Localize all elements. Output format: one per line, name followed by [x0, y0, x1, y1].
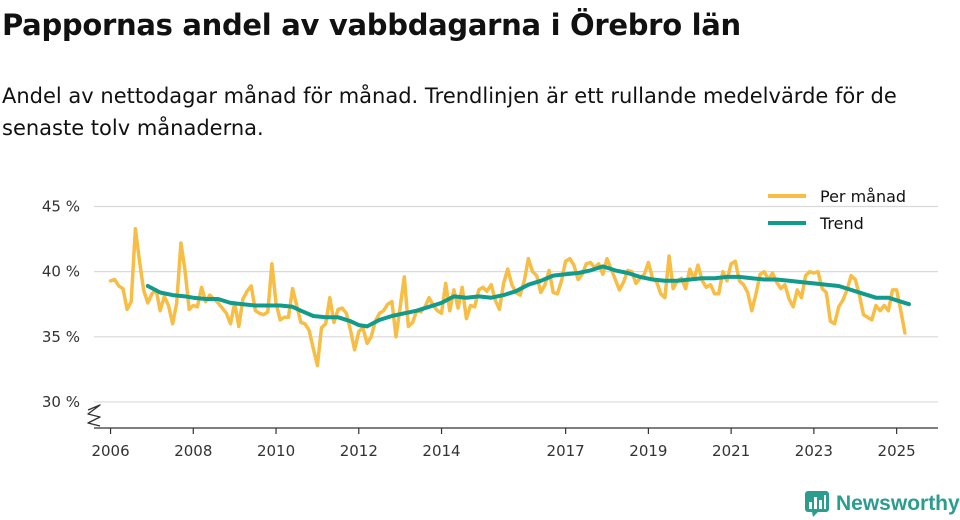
- brand-logo: Newsworthy: [804, 488, 960, 520]
- x-tick-label-2014: 2014: [422, 442, 460, 460]
- gridlines: [94, 205, 938, 403]
- x-axis: 2006 2008 2010 2012 2014 2017 2019 2021 2023 2025: [87, 404, 938, 460]
- x-tick-label-2012: 2012: [340, 442, 378, 460]
- x-tick-label-2006: 2006: [91, 442, 129, 460]
- chart-title: Pappornas andel av vabbdagarna i Örebro …: [2, 8, 741, 42]
- x-tick-label-2017: 2017: [547, 442, 585, 460]
- legend-label-per-manad: Per månad: [820, 187, 906, 206]
- line-chart: 30 % 35 % 40 % 45 % 2006 2008 2010 2012 2014 201…: [42, 187, 938, 460]
- x-tick-label-2010: 2010: [257, 442, 295, 460]
- legend: Per månad Trend: [768, 187, 906, 233]
- y-axis-labels: 30 % 35 % 40 % 45 %: [42, 198, 80, 411]
- series-line-trend: [145, 264, 911, 329]
- x-tick-label-2025: 2025: [878, 442, 916, 460]
- newsworthy-logo-icon: [805, 491, 829, 517]
- series-layer: [108, 226, 911, 368]
- series-line-per-manad: [108, 226, 907, 368]
- x-tick-label-2021: 2021: [712, 442, 750, 460]
- y-tick-label-30: 30 %: [42, 393, 80, 411]
- chart-subtitle: Andel av nettodagar månad för månad. Tre…: [2, 84, 897, 140]
- x-tick-label-2023: 2023: [795, 442, 833, 460]
- x-tick-label-2008: 2008: [174, 442, 212, 460]
- y-tick-label-45: 45 %: [42, 198, 80, 216]
- y-tick-label-40: 40 %: [42, 263, 80, 281]
- y-tick-label-35: 35 %: [42, 328, 80, 346]
- brand-name: Newsworthy: [836, 492, 960, 515]
- axis-break-icon: [87, 404, 101, 427]
- x-tick-label-2019: 2019: [629, 442, 667, 460]
- legend-label-trend: Trend: [819, 214, 864, 233]
